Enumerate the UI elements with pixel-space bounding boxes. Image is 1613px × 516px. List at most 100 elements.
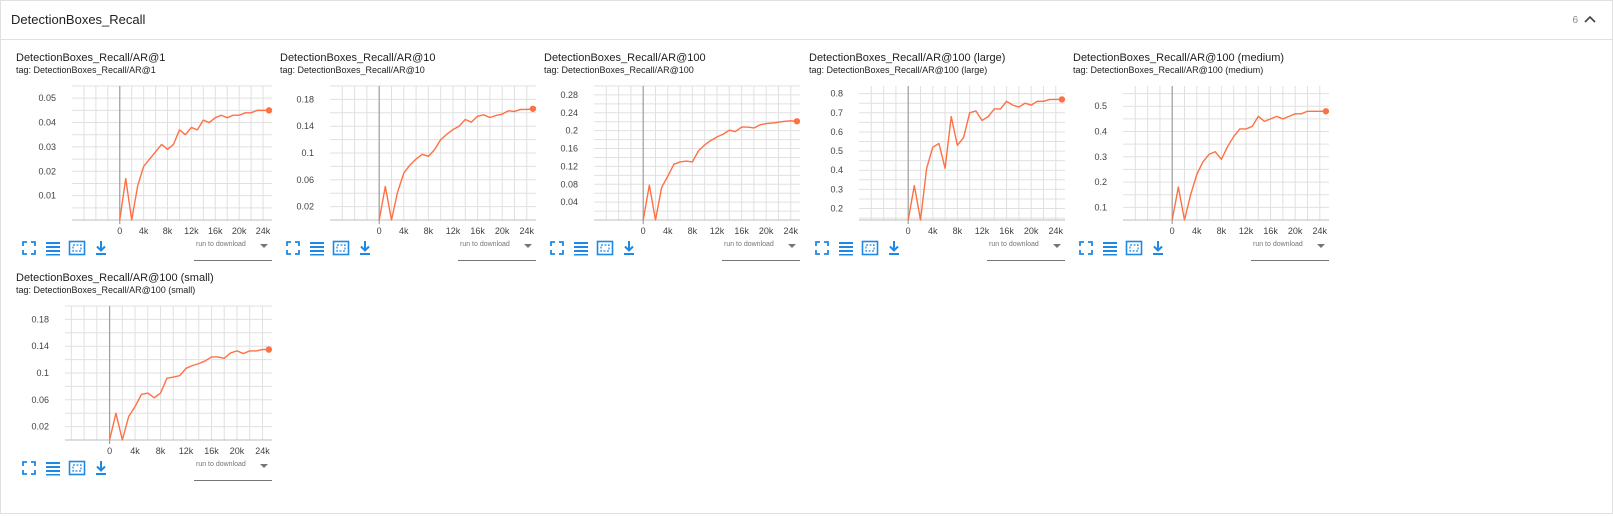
download-icon[interactable]: [1148, 238, 1168, 258]
last-data-point: [265, 346, 273, 353]
line-chart[interactable]: 0.04 0.08 0.12 0.16 0.2 0.24 0.28 0 4k 8k 12k 16k 20…: [544, 78, 809, 238]
line-chart[interactable]: 0.01 0.02 0.03 0.04 0.05 0 4k 8k 12k 16k 20k 24k: [16, 78, 281, 238]
y-tick-label: 0.28: [560, 90, 578, 100]
x-tick-label: 8k: [1217, 226, 1227, 236]
run-download-select[interactable]: run to download: [194, 458, 272, 481]
chart-tag: tag: DetectionBoxes_Recall/AR@100: [544, 65, 694, 75]
fit-domain-icon[interactable]: [1124, 238, 1144, 258]
data-table-icon[interactable]: [307, 238, 327, 258]
fit-domain-icon[interactable]: [67, 238, 87, 258]
run-download-select[interactable]: run to download: [194, 238, 272, 261]
data-point: [421, 153, 424, 156]
fit-domain-icon[interactable]: [67, 458, 87, 478]
data-point: [715, 135, 718, 138]
data-point: [238, 114, 241, 117]
data-point: [248, 349, 251, 352]
data-point: [654, 219, 657, 222]
chart-toolbar: run to download: [1073, 238, 1338, 262]
run-select-label: run to download: [1253, 241, 1303, 248]
data-point: [1288, 115, 1291, 118]
data-point: [235, 349, 238, 352]
data-point: [1208, 153, 1211, 156]
fit-domain-icon[interactable]: [595, 238, 615, 258]
x-tick-label: 16k: [204, 446, 219, 456]
data-point: [1036, 100, 1039, 103]
y-tick-label: 0.6: [830, 127, 843, 137]
data-point: [950, 115, 953, 118]
fullscreen-icon[interactable]: [19, 458, 39, 478]
run-download-select[interactable]: run to download: [458, 238, 536, 261]
data-point: [244, 111, 247, 114]
fullscreen-icon[interactable]: [547, 238, 567, 258]
line-chart[interactable]: 0.1 0.2 0.3 0.4 0.5 0 4k 8k 12k 16k 20k 24k: [1073, 78, 1338, 238]
series-line: [642, 120, 797, 221]
data-point: [1251, 125, 1254, 128]
chart-card: DetectionBoxes_Recall/AR@100 (small) tag:…: [16, 272, 281, 497]
dropdown-arrow-icon: [1053, 244, 1061, 248]
run-download-select[interactable]: run to download: [1251, 238, 1329, 261]
data-point: [519, 108, 522, 111]
line-chart[interactable]: 0.2 0.3 0.4 0.5 0.6 0.7 0.8 0 4k 8k 12k 16k 20k 24k: [809, 78, 1074, 238]
fullscreen-icon[interactable]: [812, 238, 832, 258]
data-point: [962, 136, 965, 139]
y-tick-label: 0.04: [560, 197, 578, 207]
data-point: [968, 111, 971, 114]
fullscreen-icon[interactable]: [283, 238, 303, 258]
chevron-up-icon[interactable]: [1582, 11, 1598, 27]
data-point: [256, 109, 259, 112]
data-point: [495, 114, 498, 117]
data-point: [136, 184, 139, 187]
x-tick-label: 4k: [130, 446, 140, 456]
data-point: [974, 109, 977, 112]
data-point: [980, 119, 983, 122]
data-point: [1257, 115, 1260, 118]
data-point: [427, 155, 430, 158]
x-tick-label: 8k: [953, 226, 963, 236]
pane-header[interactable]: DetectionBoxes_Recall 6: [1, 1, 1612, 40]
data-point: [1054, 98, 1057, 101]
data-point: [525, 108, 528, 111]
line-chart[interactable]: 0.02 0.06 0.1 0.14 0.18 0 4k 8k 12k 16k 20k 24k: [16, 298, 281, 458]
data-point: [1275, 115, 1278, 118]
data-table-icon[interactable]: [43, 238, 63, 258]
data-point: [783, 120, 786, 123]
download-icon[interactable]: [91, 238, 111, 258]
y-tick-label: 0.02: [31, 422, 49, 432]
fullscreen-icon[interactable]: [1076, 238, 1096, 258]
y-tick-label: 0.8: [830, 89, 843, 99]
data-point: [1005, 100, 1008, 103]
y-tick-label: 0.24: [560, 108, 578, 118]
dropdown-arrow-icon: [260, 464, 268, 468]
fullscreen-icon[interactable]: [19, 238, 39, 258]
line-chart[interactable]: 0.02 0.06 0.1 0.14 0.18 0 4k 8k 12k 16k 20k 24k: [280, 78, 545, 238]
y-tick-label: 0.3: [830, 184, 843, 194]
download-icon[interactable]: [355, 238, 375, 258]
run-download-select[interactable]: run to download: [987, 238, 1065, 261]
y-tick-label: 0.12: [560, 161, 578, 171]
data-table-icon[interactable]: [571, 238, 591, 258]
data-point: [937, 142, 940, 145]
data-point: [907, 219, 910, 222]
series-line: [119, 109, 270, 221]
download-icon[interactable]: [619, 238, 639, 258]
data-point: [1263, 120, 1266, 123]
data-table-icon[interactable]: [43, 458, 63, 478]
data-point: [445, 133, 448, 136]
data-point: [159, 392, 162, 395]
download-icon[interactable]: [884, 238, 904, 258]
y-tick-label: 0.2: [1094, 177, 1107, 187]
data-table-icon[interactable]: [1100, 238, 1120, 258]
data-point: [956, 144, 959, 147]
fit-domain-icon[interactable]: [331, 238, 351, 258]
download-icon[interactable]: [91, 458, 111, 478]
data-point: [1226, 145, 1229, 148]
data-table-icon[interactable]: [836, 238, 856, 258]
data-point: [752, 126, 755, 129]
run-download-select[interactable]: run to download: [722, 238, 800, 261]
x-tick-label: 16k: [1263, 226, 1278, 236]
data-point: [220, 114, 223, 117]
data-point: [408, 164, 411, 167]
data-point: [114, 412, 117, 415]
chart-card: DetectionBoxes_Recall/AR@10 tag: Detectio…: [280, 52, 545, 277]
fit-domain-icon[interactable]: [860, 238, 880, 258]
